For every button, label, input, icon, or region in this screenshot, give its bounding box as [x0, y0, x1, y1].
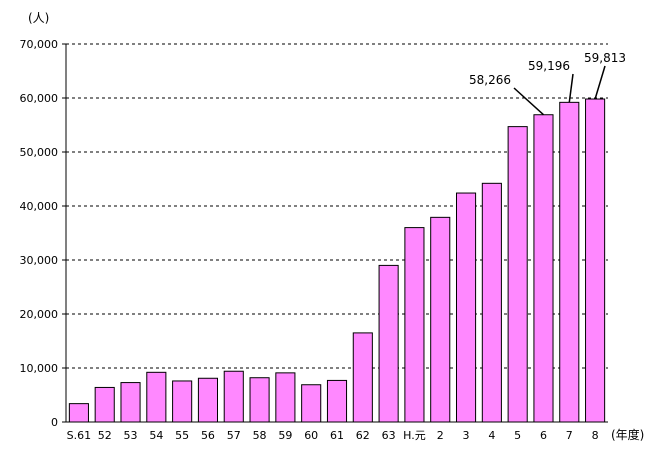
x-category-label: H.元 [403, 429, 426, 442]
bar [249, 377, 270, 423]
leader-line [568, 73, 574, 103]
y-tick-labels: 0 10,000 20,000 30,000 40,000 50,000 60,000 70,… [20, 38, 59, 429]
bar [223, 370, 244, 423]
y-tick-label: 50,000 [20, 146, 59, 159]
x-category-label: 3 [463, 429, 470, 442]
bar [197, 377, 219, 423]
bar [481, 182, 502, 423]
x-category-label: 59 [278, 429, 292, 442]
x-category-label: 53 [124, 429, 138, 442]
bar [378, 264, 399, 423]
bar [352, 332, 373, 423]
bar [68, 403, 89, 423]
bar [301, 384, 322, 423]
bar [146, 371, 167, 423]
bar [94, 386, 115, 423]
x-category-label: 54 [149, 429, 163, 442]
leader-line [513, 87, 544, 116]
y-tick-label: 10,000 [20, 362, 59, 375]
y-tick-label: 60,000 [20, 92, 59, 105]
x-category-label: 56 [201, 429, 215, 442]
bar [507, 126, 528, 423]
x-category-label: 63 [382, 429, 396, 442]
x-category-label: 8 [592, 429, 599, 442]
bar [172, 380, 193, 423]
y-tick-label: 20,000 [20, 308, 59, 321]
leader-line [594, 65, 606, 100]
x-category-label: 58 [253, 429, 267, 442]
bar [430, 216, 451, 423]
x-category-label: 6 [540, 429, 547, 442]
y-tick-label: 30,000 [20, 254, 59, 267]
bar [585, 98, 606, 423]
x-category-label: 52 [98, 429, 112, 442]
y-tick-label: 0 [51, 416, 58, 429]
x-category-label: 7 [566, 429, 573, 442]
x-category-label: 60 [304, 429, 318, 442]
x-category-label: 62 [356, 429, 370, 442]
bar [120, 382, 141, 423]
x-category-label: 2 [437, 429, 444, 442]
y-unit-label: (人) [28, 11, 49, 25]
axes [62, 43, 608, 423]
bars [68, 98, 606, 423]
x-category-label: 5 [514, 429, 521, 442]
bar [533, 114, 554, 423]
bar [404, 227, 425, 423]
y-tick-label: 40,000 [20, 200, 59, 213]
x-category-label: 61 [330, 429, 344, 442]
bar [559, 101, 580, 423]
annotations: 58,266 59,196 59,813 [469, 51, 626, 116]
x-unit-label: (年度) [611, 427, 644, 442]
data-label: 58,266 [469, 73, 511, 87]
data-label: 59,813 [584, 51, 626, 65]
y-tick-label: 70,000 [20, 38, 59, 51]
data-label: 59,196 [528, 59, 570, 73]
bar [455, 192, 477, 423]
x-category-label: 57 [227, 429, 241, 442]
grid-lines [66, 43, 608, 369]
x-category-label: 55 [175, 429, 189, 442]
bar [275, 372, 296, 423]
x-category-label: S.61 [67, 429, 91, 442]
bar [326, 379, 348, 423]
x-category-label: 4 [488, 429, 495, 442]
x-category-labels: S.61 52 53 54 55 56 57 58 59 60 61 62 63 H.元 2 3 4 5 6 7 8 [67, 429, 599, 442]
